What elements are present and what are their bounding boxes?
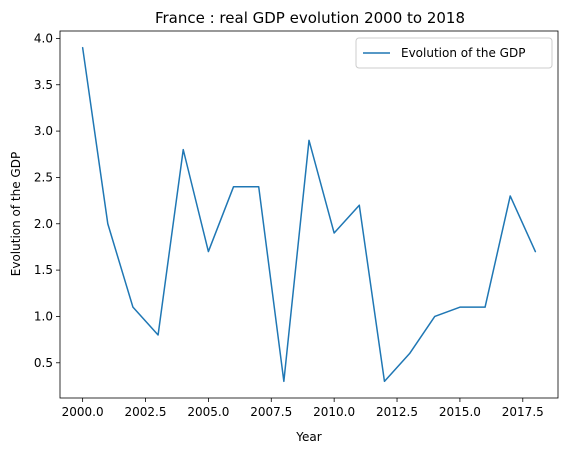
y-tick-label: 4.0	[34, 31, 53, 45]
x-tick-label: 2002.5	[125, 405, 167, 419]
y-tick-label: 1.0	[34, 309, 53, 323]
y-tick-label: 3.0	[34, 124, 53, 138]
x-axis-label: Year	[295, 430, 321, 444]
legend-label-gdp: Evolution of the GDP	[401, 46, 525, 60]
chart-title: France : real GDP evolution 2000 to 2018	[155, 9, 465, 27]
y-axis-label: Evolution of the GDP	[9, 152, 23, 276]
x-tick-label: 2005.0	[187, 405, 229, 419]
x-tick-label: 2007.5	[250, 405, 292, 419]
y-axis: 0.5 1.0 1.5 2.0 2.5 3.0 3.5 4.0	[34, 31, 60, 370]
x-tick-label: 2017.5	[502, 405, 544, 419]
x-tick-label: 2000.0	[62, 405, 104, 419]
y-tick-label: 0.5	[34, 356, 53, 370]
plot-frame	[59, 30, 559, 399]
x-tick-label: 2012.5	[376, 405, 418, 419]
legend: Evolution of the GDP	[355, 37, 553, 69]
series-line-gdp	[81, 46, 537, 383]
y-tick-label: 1.5	[34, 263, 53, 277]
y-tick-label: 2.5	[34, 170, 53, 184]
y-tick-label: 3.5	[34, 78, 53, 92]
plot-area	[60, 31, 558, 398]
x-tick-label: 2015.0	[439, 405, 481, 419]
y-tick-label: 2.0	[34, 217, 53, 231]
legend-box	[355, 37, 553, 69]
x-axis: 2000.0 2002.5 2005.0 2007.5 2010.0 2012.5 2015…	[62, 398, 544, 419]
x-tick-label: 2010.0	[313, 405, 355, 419]
